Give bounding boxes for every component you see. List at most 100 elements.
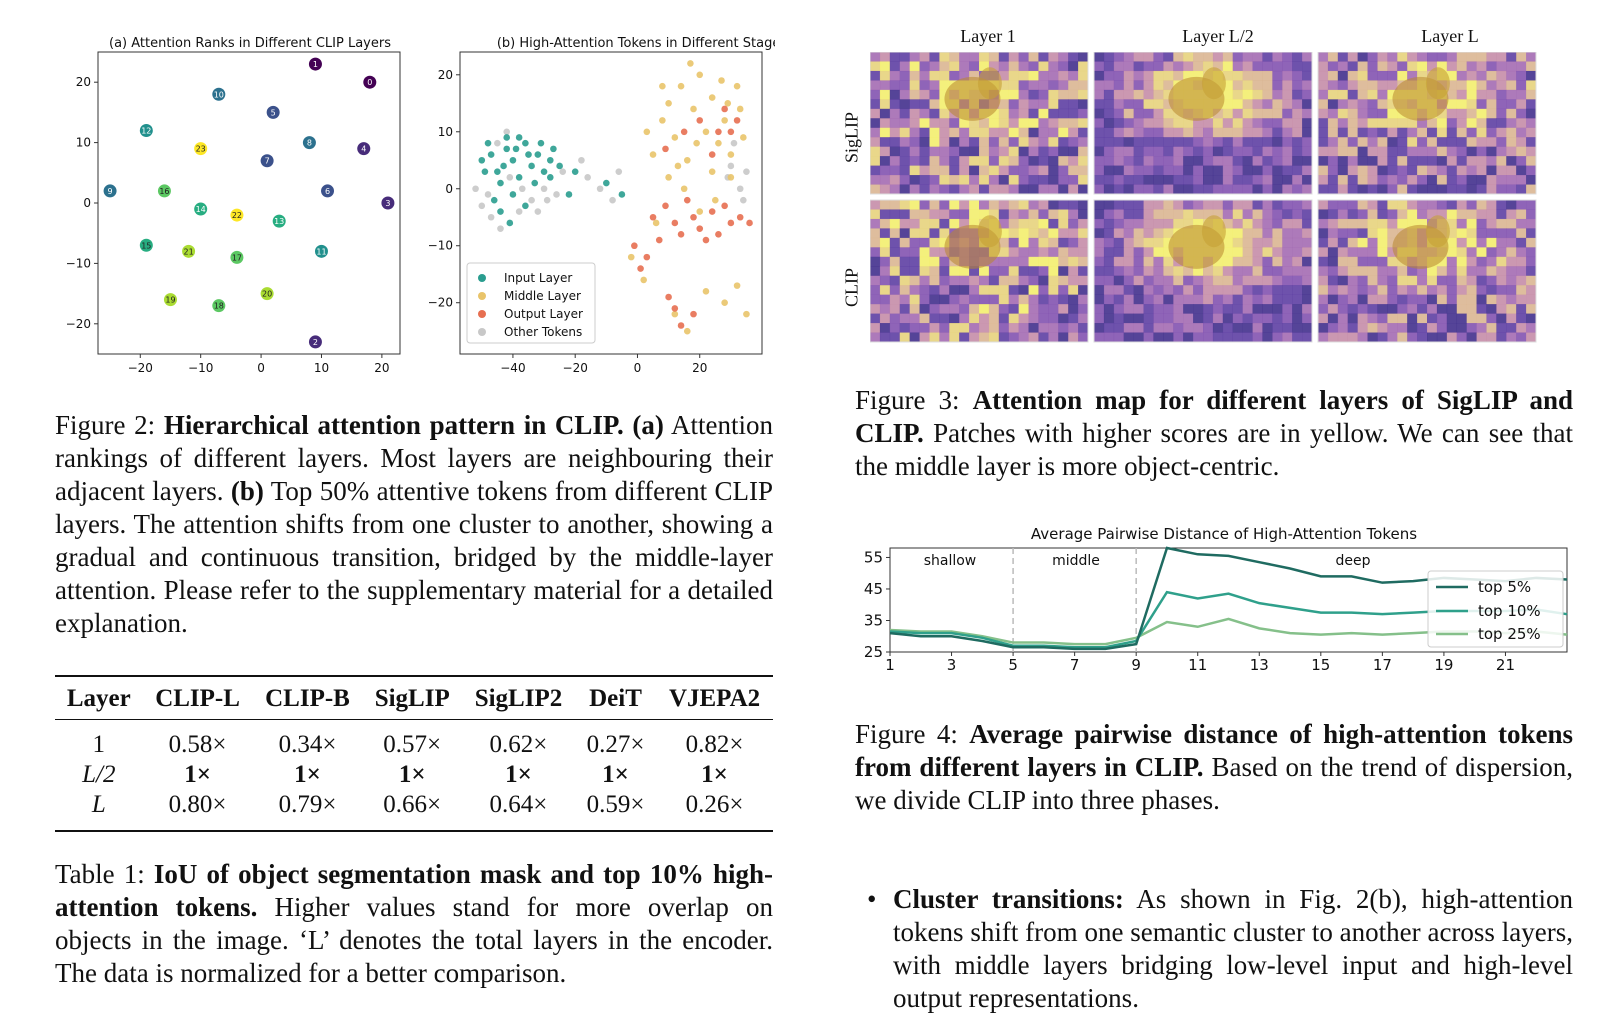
fig3-patch: [1417, 146, 1428, 157]
table-cell: 0.62×: [489, 731, 548, 758]
fig3-patch: [1526, 266, 1537, 277]
fig3-patch: [870, 313, 881, 324]
fig3-patch: [919, 165, 930, 176]
fig3-patch: [1397, 61, 1408, 72]
fig3-patch: [909, 99, 920, 110]
fig3-patch: [1506, 118, 1517, 129]
fig3-patch: [1008, 266, 1019, 277]
fig3-patch: [1427, 285, 1438, 295]
fig3-patch: [1367, 294, 1378, 305]
fig3-patch: [1282, 275, 1293, 286]
table-header-cell: SigLIP: [374, 685, 450, 712]
fig3-patch: [1302, 80, 1313, 91]
fig3-patch: [1242, 256, 1253, 267]
fig3-patch: [1193, 313, 1204, 324]
fig2a-point-label: 10: [214, 90, 224, 99]
fig3-patch: [929, 118, 940, 129]
fig2a-point: [272, 214, 286, 228]
fig3-patch: [1327, 61, 1339, 72]
fig3-patch: [1446, 332, 1458, 343]
fig3-patch: [1038, 70, 1049, 81]
fig3-patch: [1377, 61, 1388, 72]
fig3-patch: [1292, 52, 1303, 62]
fig3-patch: [1242, 137, 1253, 147]
fig3-patch: [998, 275, 1010, 286]
fig3-patch: [1476, 156, 1487, 166]
fig3-patch: [1417, 61, 1428, 72]
fig3-patch: [1347, 80, 1358, 91]
fig3-patch: [1397, 332, 1408, 343]
table-cell: 0.34×: [278, 731, 337, 758]
fig3-patch: [1262, 70, 1273, 81]
fig3-patch: [1048, 184, 1059, 195]
fig3-patch: [1038, 200, 1049, 210]
fig3-patch: [1397, 209, 1408, 220]
fig3-patch: [1103, 332, 1115, 343]
fig3-patch: [1262, 304, 1273, 314]
fig3-patch: [889, 70, 901, 81]
fig3-patch: [1347, 184, 1358, 195]
fig3-patch: [1143, 237, 1154, 248]
fig3-patch: [919, 175, 930, 185]
fig3-patch: [1212, 200, 1224, 210]
fig3-patch: [919, 209, 930, 220]
fig3-patch: [1516, 247, 1527, 258]
table-row: 1 0.58× 0.34× 0.57× 0.62× 0.27× 0.82×: [55, 719, 773, 761]
figure-3-caption: Figure 3: Attention map for different la…: [855, 384, 1573, 483]
fig3-patch: [929, 237, 940, 248]
fig3-patch: [1446, 52, 1458, 62]
fig3-patch: [1193, 52, 1204, 62]
fig3-patch: [919, 89, 930, 100]
fig3-patch: [1516, 237, 1527, 248]
fig3-patch: [1262, 99, 1273, 110]
fig3-patch: [1318, 256, 1329, 267]
fig2b-point: [736, 213, 744, 221]
fig3-patch: [1496, 323, 1507, 333]
fig3-patch: [979, 156, 990, 166]
fig3-patch: [1232, 200, 1243, 210]
fig3-patch: [1417, 175, 1428, 185]
fig3-patch: [1183, 266, 1194, 277]
fig3-patch: [1282, 137, 1293, 147]
fig3-patch: [929, 89, 940, 100]
fig3-row-label-siglip: SigLIP: [841, 112, 862, 164]
fig3-patch: [1103, 165, 1115, 176]
fig2b-point: [578, 156, 585, 164]
fig3-patch: [1377, 218, 1388, 229]
fig3-patch: [1292, 156, 1303, 166]
fig2a-xtick-label: −20: [128, 361, 153, 375]
fig3-patch: [1183, 323, 1194, 333]
fig3-patch: [1377, 52, 1388, 62]
fig3-patch: [1466, 247, 1477, 258]
fig3-patch: [1407, 323, 1418, 333]
fig3-patch: [1282, 304, 1293, 314]
fig3-patch: [1347, 294, 1358, 305]
fig3-patch: [1466, 137, 1477, 147]
fig3-patch: [1113, 146, 1125, 157]
table-1-caption: Table 1: IoU of object segmentation mask…: [55, 858, 773, 990]
fig2b-point: [708, 208, 716, 215]
fig3-patch: [1193, 304, 1204, 314]
fig3-patch: [1163, 247, 1174, 258]
fig3-patch: [1143, 137, 1154, 147]
fig3-patch: [1232, 70, 1243, 81]
fig3-patch: [1252, 127, 1263, 138]
fig3-patch: [1516, 146, 1527, 157]
fig3-patch: [1048, 275, 1059, 286]
fig2b-point: [724, 99, 732, 107]
fig3-patch: [1173, 209, 1184, 220]
fig3-patch: [1377, 175, 1388, 185]
fig3-patch: [1496, 237, 1507, 248]
fig2b-point: [702, 288, 710, 295]
fig3-patch: [1068, 118, 1079, 129]
fig3-patch: [1466, 175, 1477, 185]
fig3-patch: [1318, 127, 1329, 138]
fig3-patch: [1302, 52, 1313, 62]
fig3-patch: [1262, 218, 1273, 229]
fig3-patch: [1143, 127, 1154, 138]
fig3-patch: [1526, 237, 1537, 248]
fig3-patch: [1496, 184, 1507, 195]
fig3-patch: [1133, 175, 1144, 185]
fig3-patch: [1123, 228, 1134, 239]
fig3-patch: [1018, 285, 1029, 295]
